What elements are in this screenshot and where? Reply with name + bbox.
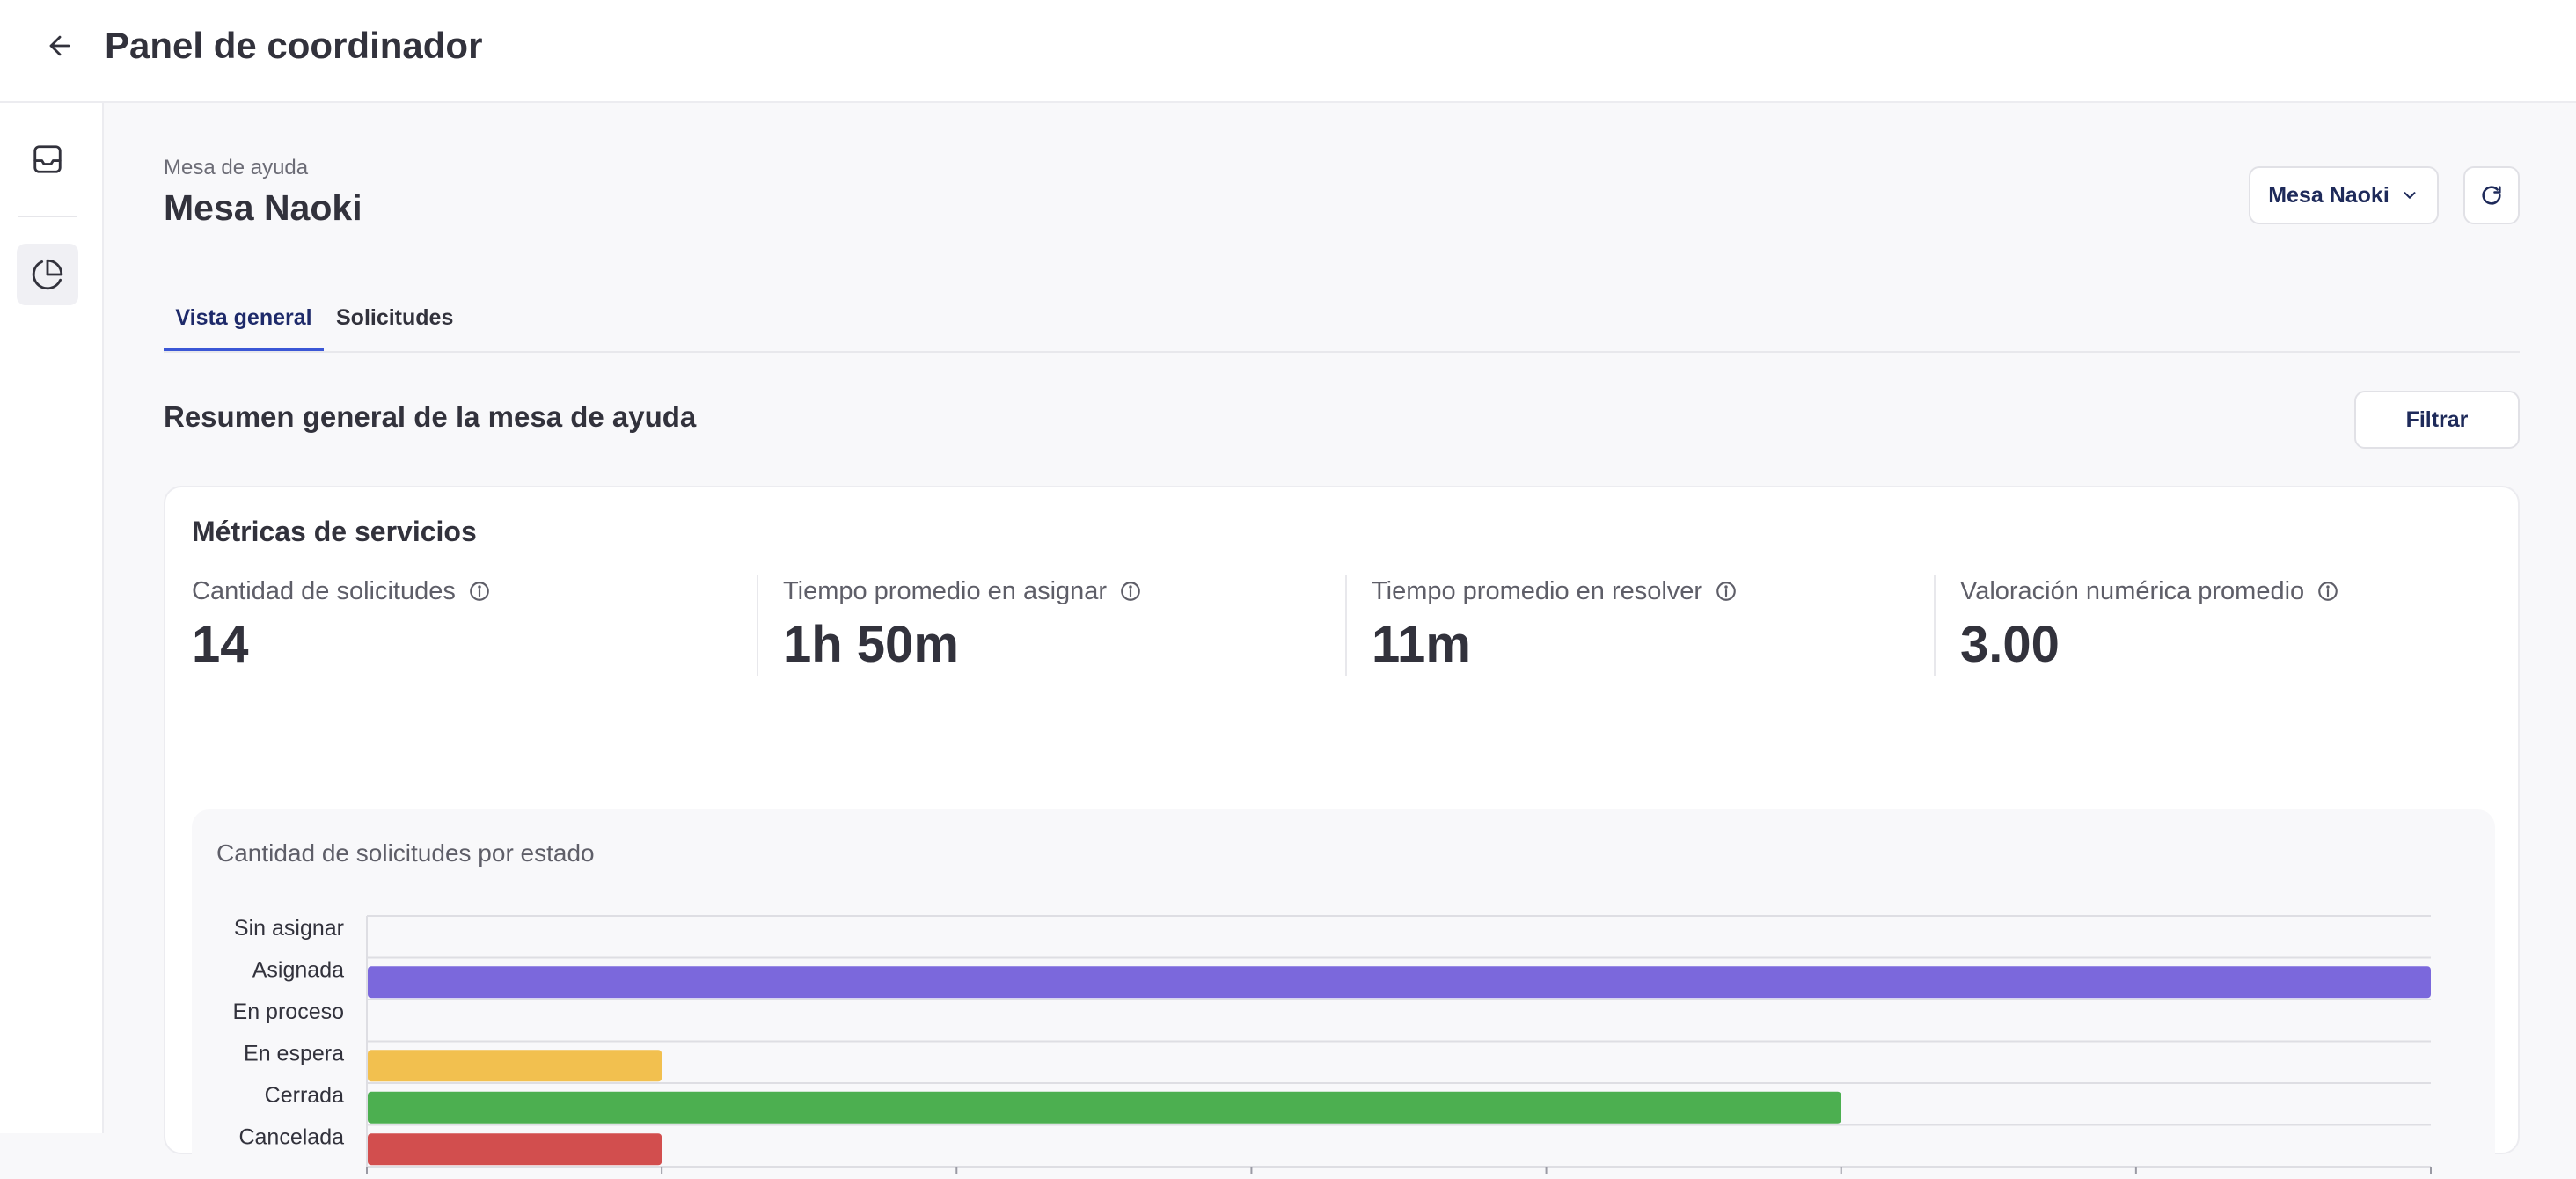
metric-label: Tiempo promedio en asignar xyxy=(783,577,1108,605)
pie-chart-icon xyxy=(32,259,63,290)
metric-value: 3.00 xyxy=(1960,616,2060,673)
metric-value: 11m xyxy=(1372,616,1471,673)
metric-label: Tiempo promedio en resolver xyxy=(1372,577,1703,605)
status-chart: Cantidad de solicitudes por estado Sin a… xyxy=(192,809,2495,1179)
chart-bar xyxy=(368,1091,1841,1124)
filter-button[interactable]: Filtrar xyxy=(2354,391,2520,449)
sidebar-item-dashboard[interactable] xyxy=(17,244,78,305)
top-bar: Panel de coordinador xyxy=(0,0,2576,103)
metric-avg-resolve-time: Tiempo promedio en resolver 11m xyxy=(1345,575,1738,676)
desk-subtitle: Mesa de ayuda xyxy=(164,156,309,179)
chart-category-label: En proceso xyxy=(233,1000,344,1024)
metric-avg-rating: Valoración numérica promedio 3.00 xyxy=(1934,575,2339,676)
arrow-left-icon xyxy=(49,35,70,56)
info-icon[interactable] xyxy=(1715,580,1738,603)
metrics-card-title: Métricas de servicios xyxy=(192,516,477,547)
desk-selector-value: Mesa Naoki xyxy=(2268,182,2389,208)
chart-bar xyxy=(368,966,2431,999)
chart-category-label: Sin asignar xyxy=(234,916,344,941)
metrics-card: Métricas de servicios Cantidad de solici… xyxy=(164,486,2520,1179)
status-bar-chart: Sin asignar Asignada En proceso En espera Ce… xyxy=(233,915,2432,1174)
tab-solicitudes[interactable]: Solicitudes xyxy=(336,305,454,330)
back-button[interactable] xyxy=(39,25,81,67)
metric-label: Valoración numérica promedio xyxy=(1960,577,2305,605)
page-title: Panel de coordinador xyxy=(105,25,483,66)
refresh-button[interactable] xyxy=(2463,166,2520,224)
desk-title: Mesa Naoki xyxy=(164,187,362,228)
chart-title: Cantidad de solicitudes por estado xyxy=(216,839,595,867)
main-content: Mesa de ayuda Mesa Naoki Mesa Naoki Vist… xyxy=(104,103,2576,1179)
metric-value: 1h 50m xyxy=(783,616,959,673)
tab-vista-general[interactable]: Vista general xyxy=(164,297,324,351)
info-icon[interactable] xyxy=(2316,580,2339,603)
section-title: Resumen general de la mesa de ayuda xyxy=(164,400,697,433)
chart-bar xyxy=(368,1050,662,1082)
metric-requests-count: Cantidad de solicitudes 14 xyxy=(192,575,491,676)
metric-label: Cantidad de solicitudes xyxy=(192,577,456,605)
chevron-down-icon xyxy=(2404,192,2416,199)
chart-category-label: Asignada xyxy=(252,957,344,982)
chart-category-label: Cancelada xyxy=(238,1124,344,1149)
metric-avg-assign-time: Tiempo promedio en asignar 1h 50m xyxy=(757,575,1142,676)
inbox-icon xyxy=(33,145,62,173)
info-icon[interactable] xyxy=(1119,580,1142,603)
sidebar xyxy=(0,103,104,1133)
refresh-icon xyxy=(2482,186,2501,205)
desk-selector[interactable]: Mesa Naoki xyxy=(2249,166,2439,224)
sidebar-item-inbox[interactable] xyxy=(17,128,78,190)
tab-bar: Vista general Solicitudes xyxy=(164,279,2520,353)
chart-category-label: Cerrada xyxy=(265,1083,344,1108)
metric-value: 14 xyxy=(192,616,249,673)
info-icon[interactable] xyxy=(468,580,491,603)
chart-category-label: En espera xyxy=(244,1041,344,1065)
chart-bar xyxy=(368,1133,662,1166)
sidebar-divider xyxy=(18,216,77,217)
